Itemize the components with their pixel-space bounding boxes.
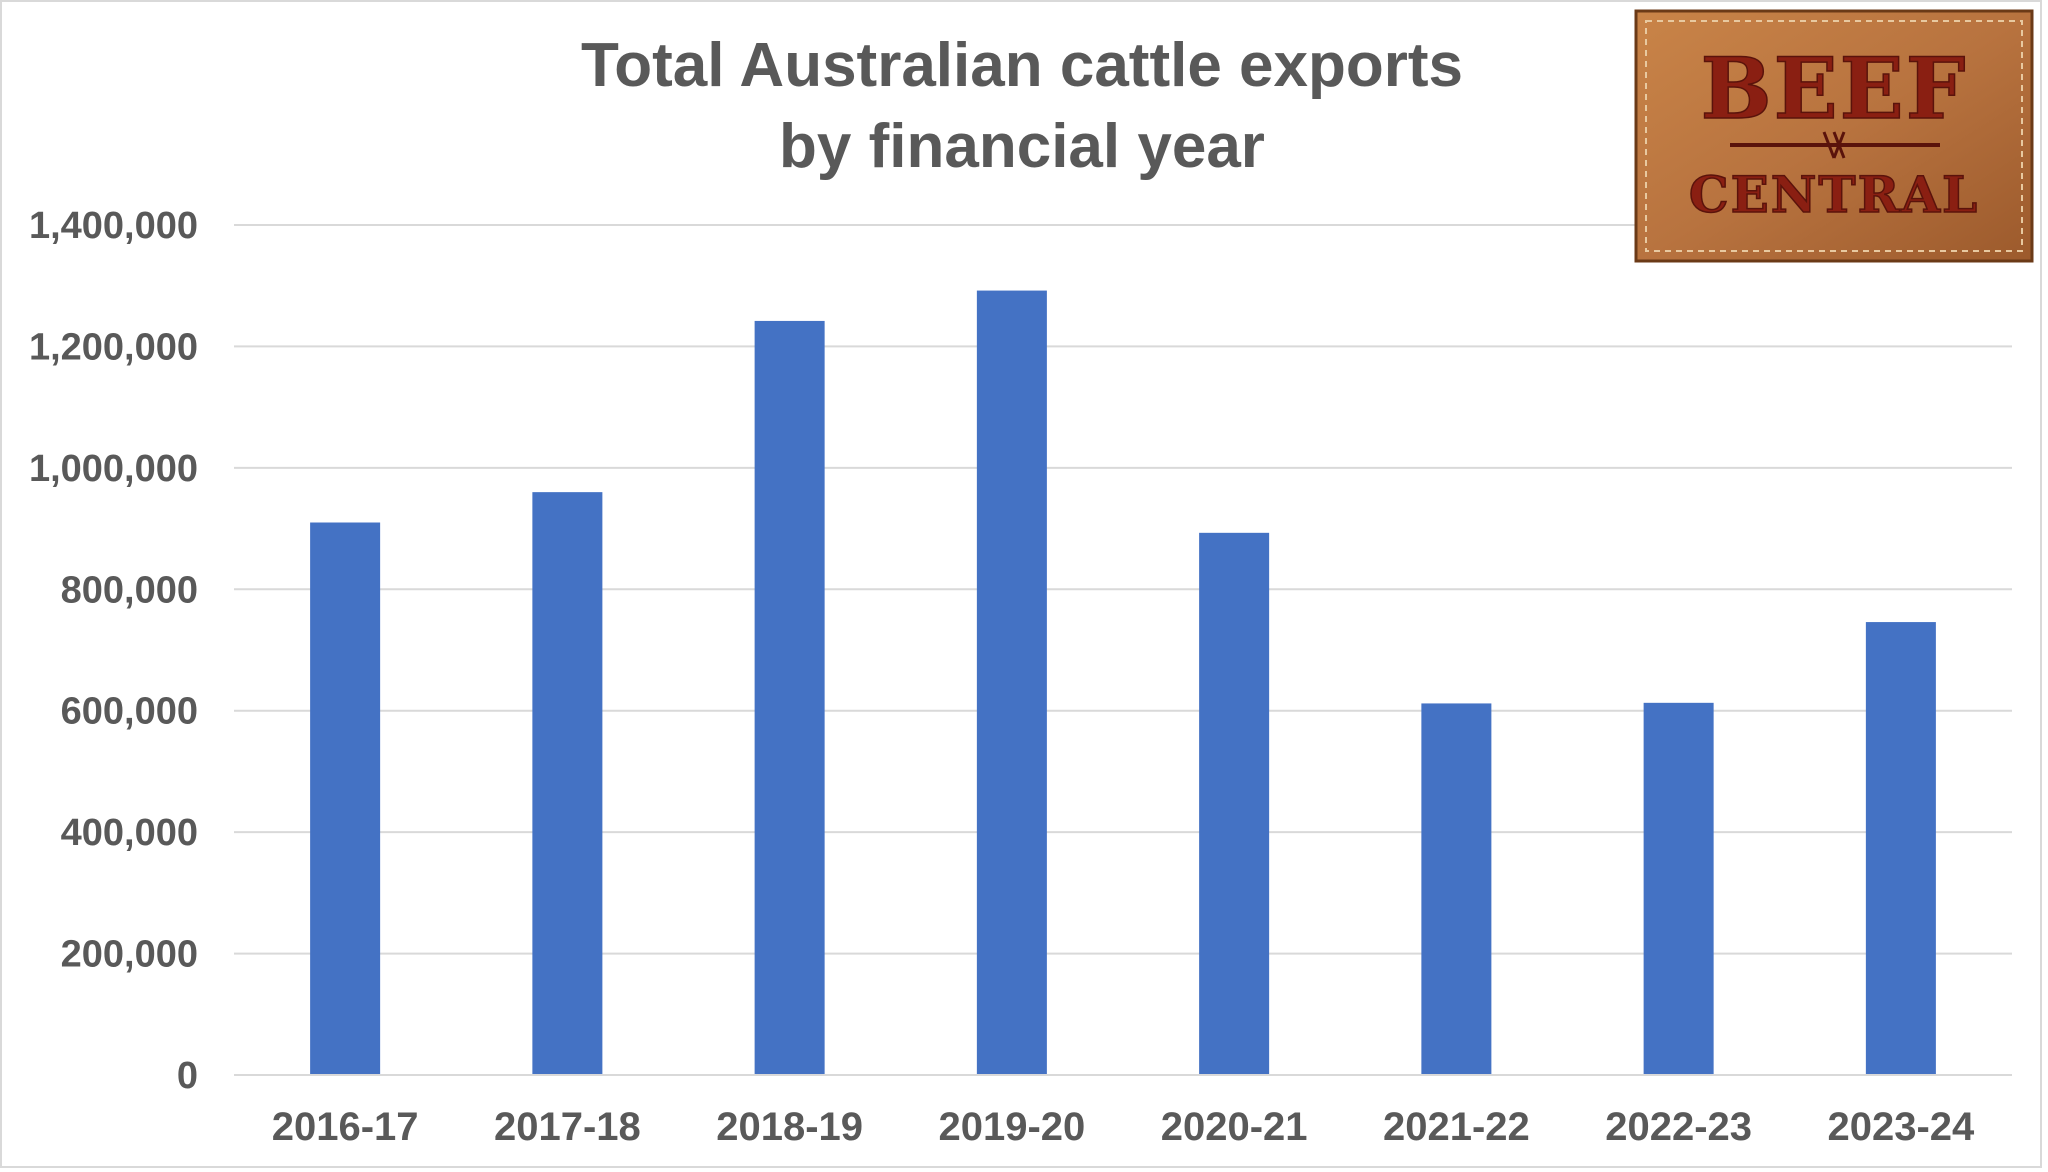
bar-2020-21 [1199,532,1270,1075]
beef-central-logo: BEEF CENTRAL [1634,9,2034,263]
x-tick-label: 2020-21 [1161,1105,1308,1149]
x-tick-label: 2021-22 [1383,1105,1530,1149]
bar-2016-17 [310,522,381,1075]
x-axis-category-labels: 2016-17 2017-18 2018-19 2019-20 2020-21 2021-… [272,1105,1975,1149]
bar-2017-18 [532,492,603,1076]
bar-2019-20 [976,290,1047,1076]
x-tick-label: 2018-19 [716,1105,863,1149]
y-tick-label: 1,200,000 [29,326,198,368]
bar-2022-23 [1643,702,1714,1075]
y-tick-label: 600,000 [61,691,198,733]
y-tick-label: 800,000 [61,569,198,611]
bar-2023-24 [1865,622,1936,1075]
bar-2018-19 [754,320,825,1075]
x-tick-label: 2016-17 [272,1105,419,1149]
y-axis-tick-labels: 0 200,000 400,000 600,000 800,000 1,000,000 1,… [29,205,198,1097]
chart-title-line-2: by financial year [779,112,1265,181]
stitching [1645,20,2023,252]
x-tick-label: 2019-20 [938,1105,1085,1149]
y-tick-label: 200,000 [61,934,198,976]
chart-title-line-1: Total Australian cattle exports [581,31,1463,100]
y-tick-label: 1,000,000 [29,448,198,490]
barbed-wire-icon [1730,131,1940,159]
y-tick-label: 400,000 [61,812,198,854]
bar-2021-22 [1421,703,1492,1075]
bars [310,290,1936,1076]
logo-word-beef: BEEF [1701,39,1968,138]
x-tick-label: 2022-23 [1605,1105,1752,1149]
logo-word-central: CENTRAL [1689,165,1979,224]
gridlines [234,224,2012,955]
y-tick-label: 0 [177,1055,198,1097]
y-tick-label: 1,400,000 [29,205,198,247]
x-tick-label: 2017-18 [494,1105,641,1149]
x-tick-label: 2023-24 [1827,1105,1975,1149]
